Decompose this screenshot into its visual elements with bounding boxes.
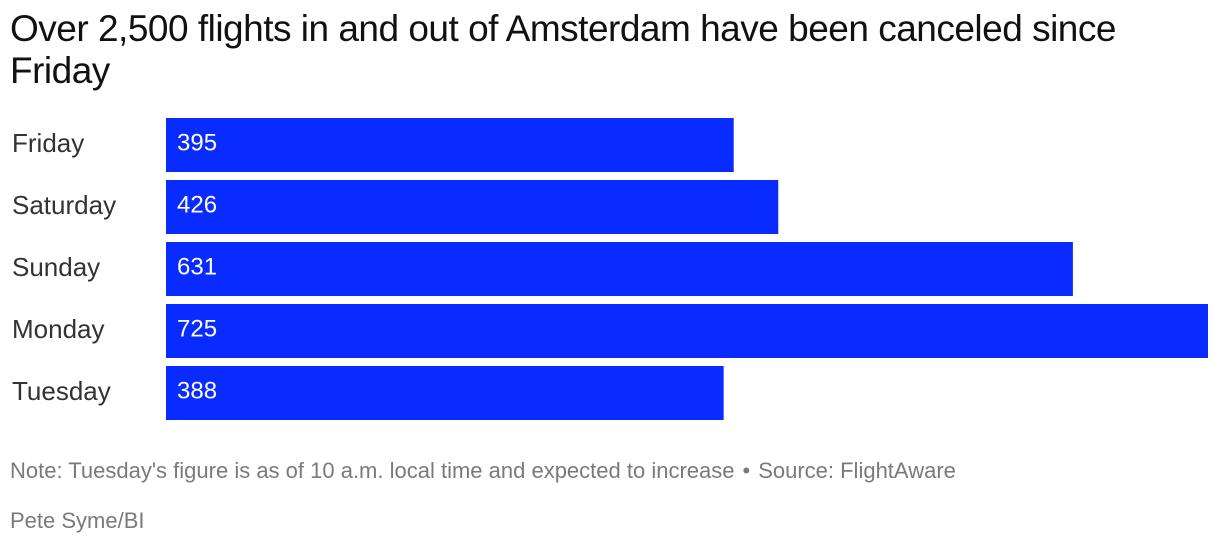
bar: [166, 304, 1208, 358]
bar: [166, 242, 1073, 296]
value-label: 388: [177, 377, 217, 404]
bar: [166, 118, 734, 172]
bar: [166, 180, 779, 234]
value-label: 631: [177, 253, 217, 280]
source: Source: FlightAware: [758, 458, 956, 483]
bar: [166, 366, 724, 420]
value-label: 426: [177, 191, 217, 218]
category-label: Tuesday: [12, 376, 111, 406]
category-label: Friday: [12, 128, 84, 158]
chart-title: Over 2,500 flights in and out of Amsterd…: [10, 8, 1116, 91]
footnote: Note: Tuesday's figure is as of 10 a.m. …: [10, 458, 956, 484]
value-label: 725: [177, 315, 217, 342]
category-label: Saturday: [12, 190, 116, 220]
credit: Pete Syme/BI: [10, 508, 145, 533]
category-label: Monday: [12, 314, 105, 344]
separator: •: [742, 458, 751, 483]
category-label: Sunday: [12, 252, 100, 282]
value-label: 395: [177, 129, 217, 156]
note: Note: Tuesday's figure is as of 10 a.m. …: [10, 458, 735, 483]
